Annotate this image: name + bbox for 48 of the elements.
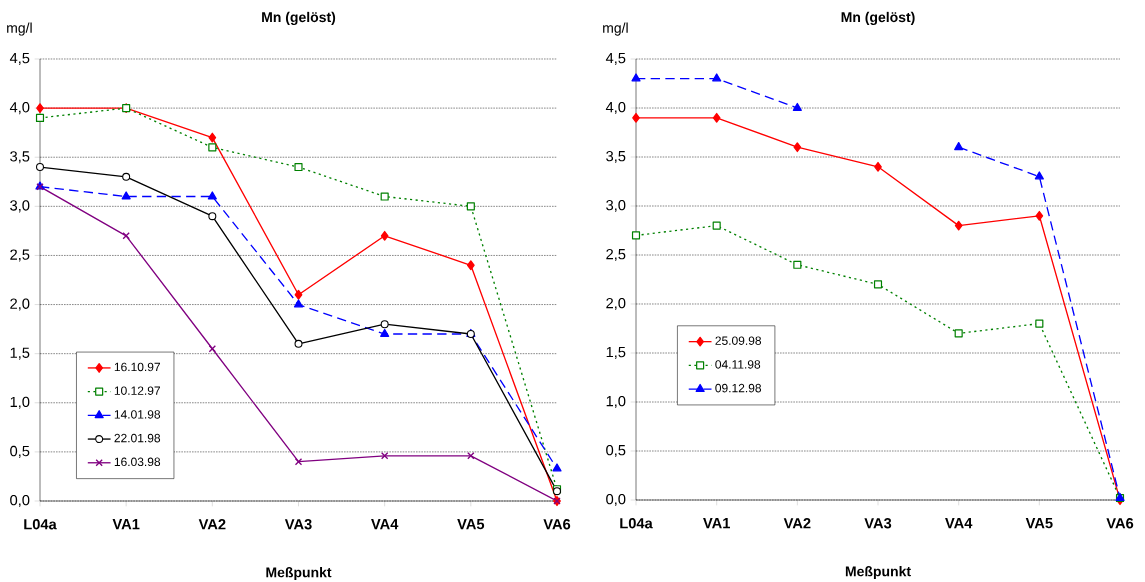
y-tick-label: 3,0 bbox=[606, 199, 626, 213]
legend-label: 04.11.98 bbox=[715, 360, 761, 369]
x-tick-label: L04a bbox=[620, 518, 653, 529]
x-axis-title: Meßpunkt bbox=[266, 567, 332, 581]
y-tick-label: 3,5 bbox=[10, 151, 30, 164]
x-tick-label: VA6 bbox=[1106, 518, 1134, 529]
x-tick-label: VA2 bbox=[198, 519, 226, 530]
y-tick-label: 4,0 bbox=[605, 101, 626, 115]
legend-label: 25.09.98 bbox=[715, 336, 762, 345]
x-tick-label: VA1 bbox=[112, 519, 140, 530]
y-axis-title: mg/l bbox=[7, 22, 32, 36]
x-tick-label: L04a bbox=[24, 519, 57, 530]
y-tick-label: 2,0 bbox=[10, 298, 30, 311]
y-tick-label: 4,5 bbox=[9, 53, 30, 65]
y-tick-label: 3,5 bbox=[606, 150, 626, 164]
x-tick-label: VA1 bbox=[703, 518, 730, 529]
x-tick-label: VA2 bbox=[783, 518, 811, 529]
y-tick-label: 3,0 bbox=[10, 200, 30, 213]
y-tick-label: 2,0 bbox=[606, 297, 626, 311]
x-tick-label: VA5 bbox=[457, 519, 485, 530]
x-tick-label: VA5 bbox=[1025, 518, 1053, 529]
y-tick-label: 2,5 bbox=[606, 248, 626, 262]
x-tick-label: VA4 bbox=[371, 519, 399, 530]
y-axis-title: mg/l bbox=[603, 22, 628, 36]
legend-label: 16.10.97 bbox=[114, 362, 160, 372]
x-tick-label: VA3 bbox=[284, 519, 312, 530]
y-tick-label: 0,5 bbox=[606, 444, 626, 458]
y-tick-label: 2,5 bbox=[10, 249, 30, 262]
legend-label: 16.03.98 bbox=[114, 457, 161, 467]
y-tick-label: 4,5 bbox=[605, 53, 626, 65]
chart-title: Mn (gelöst) bbox=[262, 11, 336, 25]
y-tick-label: 0,0 bbox=[606, 493, 626, 507]
x-tick-label: VA6 bbox=[543, 519, 571, 530]
legend-label: 10.12.97 bbox=[114, 386, 160, 395]
legend-label: 22.01.98 bbox=[114, 433, 161, 443]
x-tick-label: VA4 bbox=[945, 518, 973, 529]
y-tick-label: 1,5 bbox=[606, 347, 626, 359]
chart-title: Mn (gelöst) bbox=[841, 11, 915, 25]
x-tick-label: VA3 bbox=[864, 518, 892, 529]
y-tick-label: 1,0 bbox=[10, 396, 30, 409]
legend-label: 14.01.98 bbox=[114, 410, 161, 419]
x-axis-title: Meßpunkt bbox=[845, 566, 911, 580]
y-tick-label: 1,0 bbox=[606, 395, 626, 409]
y-tick-label: 4,0 bbox=[9, 102, 30, 115]
y-tick-label: 0,5 bbox=[10, 445, 30, 458]
y-tick-label: 1,5 bbox=[10, 347, 30, 360]
legend-label: 09.12.98 bbox=[715, 383, 762, 393]
y-tick-label: 0,0 bbox=[10, 494, 30, 508]
